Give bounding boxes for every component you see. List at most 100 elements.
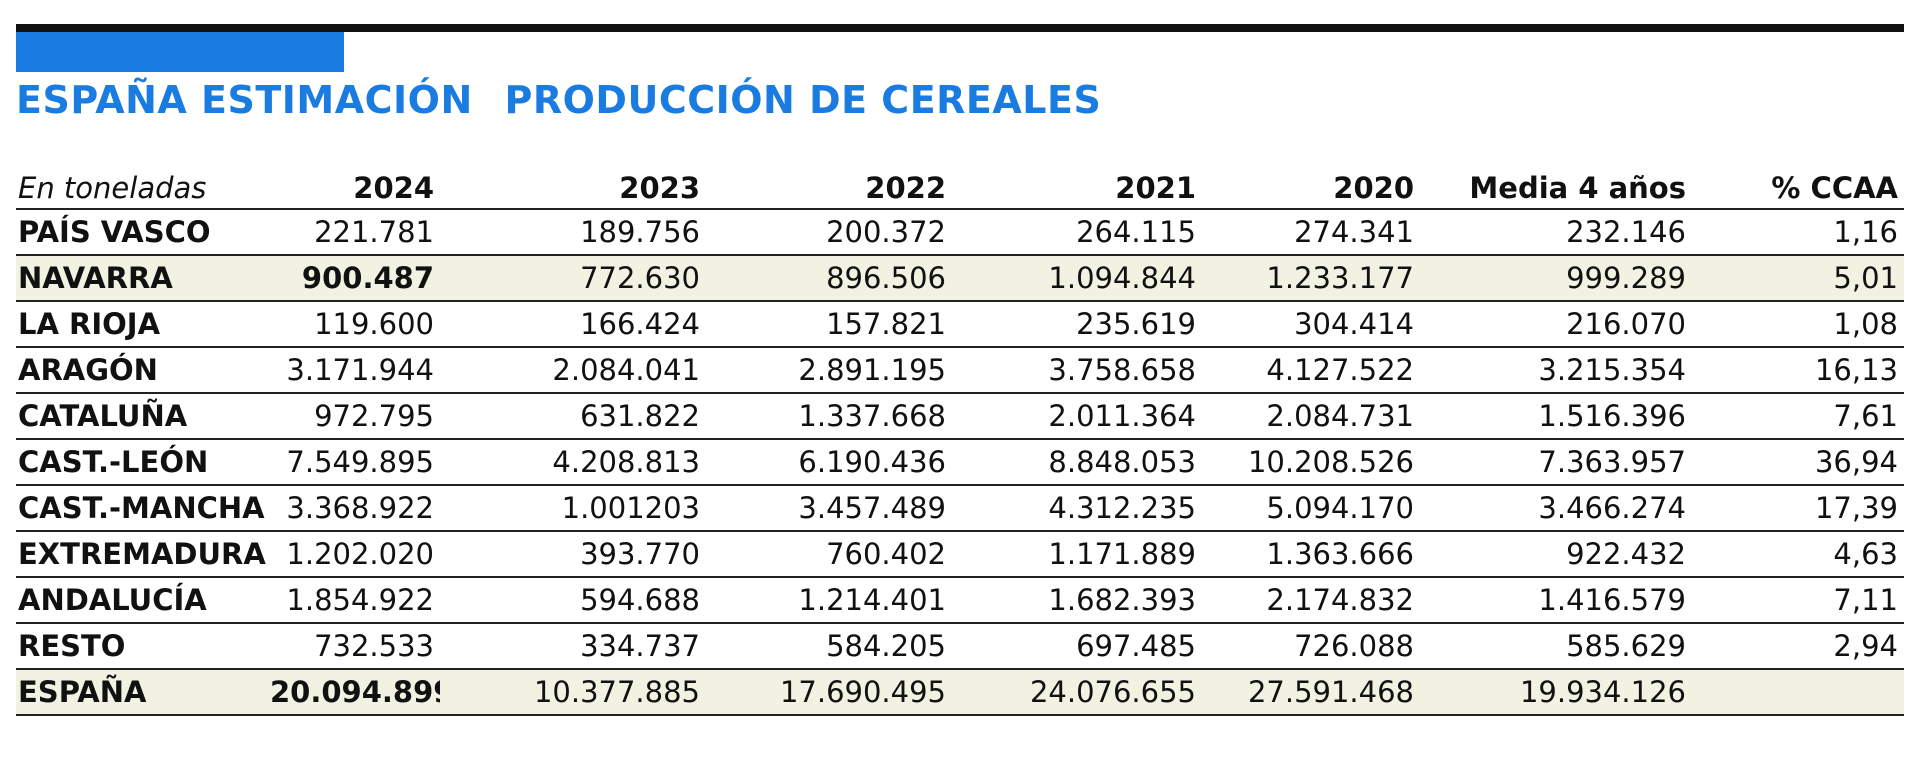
table-row: CAST.-MANCHA 3.368.922 1.001203 3.457.489 4.… (16, 485, 1904, 532)
region-cell: CAST.-MANCHA (16, 485, 268, 532)
table-header-row: En toneladas 2024 2023 2022 2021 2020 Me… (16, 168, 1904, 210)
value-cell: 726.088 (1202, 623, 1420, 670)
value-cell: 585.629 (1420, 623, 1692, 670)
accent-bar (16, 32, 344, 72)
table-row: CATALUÑA 972.795 631.822 1.337.668 2.011.364… (16, 393, 1904, 440)
value-cell: 393.770 (440, 531, 706, 578)
column-header-2020: 2020 (1202, 168, 1420, 210)
value-cell: 6.190.436 (706, 439, 952, 486)
region-cell: ESPAÑA (16, 669, 268, 716)
value-cell: 304.414 (1202, 301, 1420, 348)
table-row: LA RIOJA 119.600 166.424 157.821 235.619 304.… (16, 301, 1904, 348)
column-header-media: Media 4 años (1420, 168, 1692, 210)
value-cell: 4,63 (1692, 531, 1904, 578)
region-cell: LA RIOJA (16, 301, 268, 348)
region-cell: CATALUÑA (16, 393, 268, 440)
value-cell: 1.337.668 (706, 393, 952, 440)
value-cell: 200.372 (706, 209, 952, 256)
value-cell: 3.466.274 (1420, 485, 1692, 532)
value-cell: 119.600 (268, 301, 440, 348)
value-cell: 264.115 (952, 209, 1202, 256)
cereal-production-table: En toneladas 2024 2023 2022 2021 2020 Me… (16, 168, 1904, 716)
table-row: EXTREMADURA 1.202.020 393.770 760.402 1.171.… (16, 531, 1904, 578)
value-cell: 166.424 (440, 301, 706, 348)
value-cell: 4.127.522 (1202, 347, 1420, 394)
value-cell: 922.432 (1420, 531, 1692, 578)
top-rule (16, 24, 1904, 32)
value-cell: 7,11 (1692, 577, 1904, 624)
table-row: RESTO 732.533 334.737 584.205 697.485 726.088… (16, 623, 1904, 670)
table-row: NAVARRA 900.487 772.630 896.506 1.094.844 1.2… (16, 255, 1904, 302)
region-cell: RESTO (16, 623, 268, 670)
region-cell: NAVARRA (16, 255, 268, 302)
region-cell: ANDALUCÍA (16, 577, 268, 624)
value-cell: 7.549.895 (268, 439, 440, 486)
value-cell: 189.756 (440, 209, 706, 256)
value-cell: 3.457.489 (706, 485, 952, 532)
region-cell: ARAGÓN (16, 347, 268, 394)
table-row: ESPAÑA 20.094.899 10.377.885 17.690.495 24.0… (16, 669, 1904, 716)
value-cell: 2.174.832 (1202, 577, 1420, 624)
value-cell: 1,16 (1692, 209, 1904, 256)
value-cell: 157.821 (706, 301, 952, 348)
value-cell: 2.084.041 (440, 347, 706, 394)
value-cell: 3.368.922 (268, 485, 440, 532)
value-cell: 1.001203 (440, 485, 706, 532)
column-header-2023: 2023 (440, 168, 706, 210)
title-part-1: ESPAÑA ESTIMACIÓN (16, 78, 473, 122)
value-cell (1692, 669, 1904, 716)
value-cell: 3.171.944 (268, 347, 440, 394)
value-cell: 19.934.126 (1420, 669, 1692, 716)
value-cell: 216.070 (1420, 301, 1692, 348)
value-cell: 760.402 (706, 531, 952, 578)
value-cell: 5.094.170 (1202, 485, 1420, 532)
value-cell: 1.363.666 (1202, 531, 1420, 578)
value-cell: 235.619 (952, 301, 1202, 348)
page-title: ESPAÑA ESTIMACIÓN PRODUCCIÓN DE CEREALES (16, 78, 1101, 122)
value-cell: 1,08 (1692, 301, 1904, 348)
value-cell: 274.341 (1202, 209, 1420, 256)
value-cell: 7.363.957 (1420, 439, 1692, 486)
value-cell: 896.506 (706, 255, 952, 302)
value-cell: 594.688 (440, 577, 706, 624)
region-cell: EXTREMADURA (16, 531, 268, 578)
value-cell: 8.848.053 (952, 439, 1202, 486)
value-cell: 3.758.658 (952, 347, 1202, 394)
unit-label: En toneladas (16, 168, 268, 210)
value-cell: 16,13 (1692, 347, 1904, 394)
value-cell: 584.205 (706, 623, 952, 670)
value-cell: 2.084.731 (1202, 393, 1420, 440)
value-cell: 17.690.495 (706, 669, 952, 716)
value-cell: 4.208.813 (440, 439, 706, 486)
value-cell: 631.822 (440, 393, 706, 440)
value-cell: 1.094.844 (952, 255, 1202, 302)
table-body: PAÍS VASCO 221.781 189.756 200.372 264.115 27… (16, 209, 1904, 716)
value-cell: 24.076.655 (952, 669, 1202, 716)
table-row: PAÍS VASCO 221.781 189.756 200.372 264.115 27… (16, 209, 1904, 256)
column-header-pct-ccaa: % CCAA (1692, 168, 1904, 210)
value-cell: 20.094.899 (268, 669, 440, 716)
value-cell: 1.202.020 (268, 531, 440, 578)
value-cell: 27.591.468 (1202, 669, 1420, 716)
value-cell: 1.516.396 (1420, 393, 1692, 440)
value-cell: 1.682.393 (952, 577, 1202, 624)
value-cell: 1.171.889 (952, 531, 1202, 578)
value-cell: 2.891.195 (706, 347, 952, 394)
value-cell: 1.214.401 (706, 577, 952, 624)
value-cell: 36,94 (1692, 439, 1904, 486)
value-cell: 334.737 (440, 623, 706, 670)
value-cell: 697.485 (952, 623, 1202, 670)
value-cell: 4.312.235 (952, 485, 1202, 532)
column-header-2021: 2021 (952, 168, 1202, 210)
column-header-2024: 2024 (268, 168, 440, 210)
value-cell: 1.854.922 (268, 577, 440, 624)
value-cell: 2.011.364 (952, 393, 1202, 440)
table-row: ARAGÓN 3.171.944 2.084.041 2.891.195 3.758.6… (16, 347, 1904, 394)
column-header-2022: 2022 (706, 168, 952, 210)
value-cell: 232.146 (1420, 209, 1692, 256)
value-cell: 1.233.177 (1202, 255, 1420, 302)
value-cell: 5,01 (1692, 255, 1904, 302)
value-cell: 972.795 (268, 393, 440, 440)
region-cell: PAÍS VASCO (16, 209, 268, 256)
table-row: CAST.-LEÓN 7.549.895 4.208.813 6.190.436 8.8… (16, 439, 1904, 486)
